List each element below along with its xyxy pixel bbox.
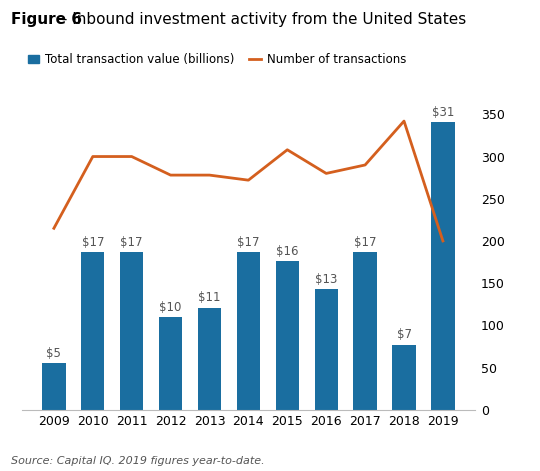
Text: $16: $16	[276, 245, 299, 258]
Bar	[314, 289, 338, 410]
Bar	[275, 261, 299, 410]
Bar	[81, 252, 104, 410]
Bar	[159, 317, 183, 410]
Bar	[42, 363, 65, 410]
Bar	[431, 122, 455, 410]
Bar	[120, 252, 143, 410]
Text: $17: $17	[120, 236, 143, 249]
Text: $31: $31	[431, 106, 454, 119]
Bar	[237, 252, 260, 410]
Text: $11: $11	[198, 291, 221, 304]
Text: $17: $17	[354, 236, 376, 249]
Text: $7: $7	[396, 328, 411, 341]
Legend: Total transaction value (billions), Number of transactions: Total transaction value (billions), Numb…	[23, 49, 411, 71]
Text: Figure 6: Figure 6	[11, 12, 82, 27]
Text: - Inbound investment activity from the United States: - Inbound investment activity from the U…	[57, 12, 466, 27]
Bar	[198, 308, 221, 410]
Bar	[393, 345, 416, 410]
Text: Source: Capital IQ. 2019 figures year-to-date.: Source: Capital IQ. 2019 figures year-to…	[11, 456, 265, 466]
Text: $13: $13	[315, 273, 338, 286]
Text: $5: $5	[46, 347, 62, 360]
Text: $17: $17	[237, 236, 260, 249]
Text: $10: $10	[159, 300, 182, 314]
Text: $17: $17	[82, 236, 104, 249]
Bar	[354, 252, 377, 410]
